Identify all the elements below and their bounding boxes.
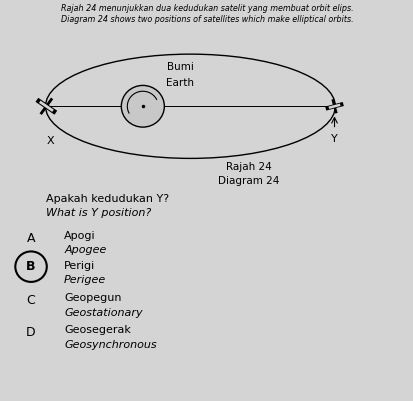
Text: What is Y position?: What is Y position? <box>45 208 150 218</box>
Text: Earth: Earth <box>166 78 194 88</box>
Text: Apakah kedudukan Y?: Apakah kedudukan Y? <box>45 194 168 205</box>
Text: Geosegerak: Geosegerak <box>64 325 131 335</box>
Text: Y: Y <box>330 134 337 144</box>
Text: X: X <box>47 136 54 146</box>
Text: Geosynchronous: Geosynchronous <box>64 340 157 350</box>
Circle shape <box>121 85 164 127</box>
Text: A: A <box>27 232 35 245</box>
Text: C: C <box>26 294 36 307</box>
Text: Geopegun: Geopegun <box>64 293 121 303</box>
Text: Apogi: Apogi <box>64 231 95 241</box>
Text: Diagram 24 shows two positions of satellites which make elliptical orbits.: Diagram 24 shows two positions of satell… <box>61 15 352 24</box>
Text: Diagram 24: Diagram 24 <box>217 176 278 186</box>
Text: B: B <box>26 260 36 273</box>
Text: Apogee: Apogee <box>64 245 106 255</box>
Text: Perigee: Perigee <box>64 275 106 286</box>
Text: Bumi: Bumi <box>166 62 193 72</box>
Text: D: D <box>26 326 36 339</box>
Text: Rajah 24 menunjukkan dua kedudukan satelit yang membuat orbit elips.: Rajah 24 menunjukkan dua kedudukan satel… <box>61 4 352 13</box>
Text: Rajah 24: Rajah 24 <box>225 162 271 172</box>
Text: Geostationary: Geostationary <box>64 308 142 318</box>
Text: Perigi: Perigi <box>64 261 95 271</box>
